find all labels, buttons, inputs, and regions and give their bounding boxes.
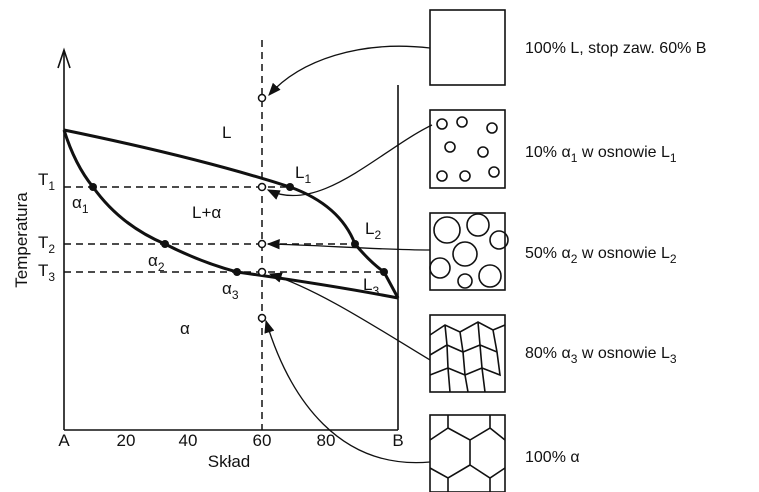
- point-label: α3: [222, 279, 239, 302]
- region-label: α: [180, 319, 190, 338]
- x-tick-label: A: [58, 431, 70, 450]
- text-part: α: [72, 193, 82, 212]
- liquidus: [64, 130, 398, 298]
- subscript: 1: [82, 202, 89, 216]
- text-part: T: [38, 170, 48, 189]
- caption: 10% α1 w osnowie L1: [525, 144, 677, 165]
- panels: [430, 10, 508, 492]
- text-part: L: [365, 219, 374, 238]
- subscript: 3: [670, 352, 677, 366]
- text-part: 80% α: [525, 345, 571, 362]
- point-label: L2: [365, 219, 381, 242]
- text-part: w osnowie L: [577, 345, 670, 362]
- text-part: α: [222, 279, 232, 298]
- y-axis-title: Temperatura: [12, 192, 31, 288]
- phase-diagram: TemperaturaSkładA20406080BT1T2T3LL+ααα1α…: [0, 0, 759, 492]
- y-tick-label: T1: [38, 170, 55, 193]
- x-tick-label: 40: [179, 431, 198, 450]
- y-tick-label: T3: [38, 261, 55, 284]
- text-part: α: [148, 251, 158, 270]
- text-part: w osnowie L: [577, 144, 670, 161]
- point-label: L1: [295, 163, 311, 186]
- subscript: 1: [304, 172, 311, 186]
- x-tick-label: 60: [253, 431, 272, 450]
- axes: [58, 50, 398, 430]
- point-label: α1: [72, 193, 89, 216]
- text-part: 100% α: [525, 449, 580, 466]
- x-tick-label: 20: [117, 431, 136, 450]
- page: {"axes":{"y_title":"Temperatura","x_titl…: [0, 0, 759, 492]
- y-tick-label: T2: [38, 233, 55, 256]
- text-part: 10% α: [525, 144, 571, 161]
- point-label: α2: [148, 251, 165, 274]
- subscript: 3: [48, 270, 55, 284]
- subscript: 2: [48, 242, 55, 256]
- subscript: 2: [670, 252, 677, 266]
- text-part: 50% α: [525, 245, 571, 262]
- region-label: L: [222, 123, 231, 142]
- text-part: L: [295, 163, 304, 182]
- subscript: 1: [670, 151, 677, 165]
- subscript: 2: [158, 260, 165, 274]
- subscript: 2: [374, 228, 381, 242]
- caption: 100% L, stop zaw. 60% B: [525, 40, 706, 57]
- text-part: L: [363, 275, 372, 294]
- subscript: 1: [48, 179, 55, 193]
- text-part: 100% L, stop zaw. 60% B: [525, 40, 706, 57]
- subscript: 3: [232, 288, 239, 302]
- arrows: [266, 46, 432, 462]
- caption: 100% α: [525, 449, 580, 466]
- x-tick-label: B: [392, 431, 403, 450]
- dashed-lines: [64, 40, 384, 430]
- text-part: w osnowie L: [577, 245, 670, 262]
- region-label: L+α: [192, 203, 221, 222]
- text-part: T: [38, 261, 48, 280]
- solidus: [64, 130, 398, 298]
- caption: 50% α2 w osnowie L2: [525, 245, 677, 266]
- x-axis-title: Skład: [208, 452, 251, 471]
- text-part: T: [38, 233, 48, 252]
- subscript: 3: [372, 284, 379, 298]
- x-tick-label: 80: [317, 431, 336, 450]
- caption: 80% α3 w osnowie L3: [525, 345, 677, 366]
